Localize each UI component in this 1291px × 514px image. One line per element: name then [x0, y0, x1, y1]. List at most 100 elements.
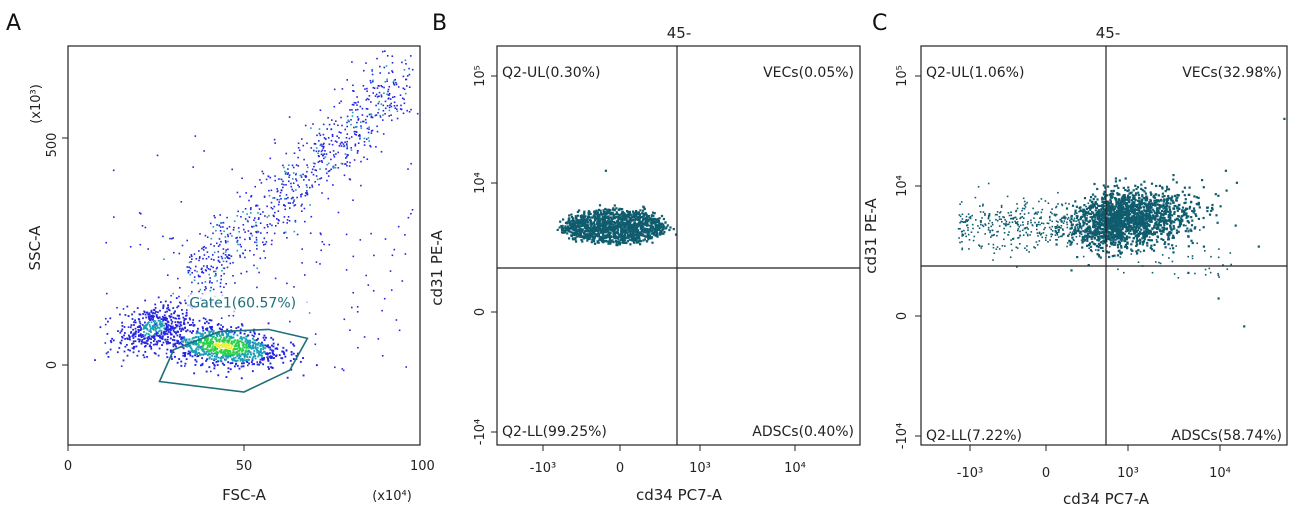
diagonal-stream-event — [212, 288, 215, 291]
cell-event — [621, 229, 624, 232]
scatter-event — [397, 225, 400, 228]
main-cluster-event — [281, 357, 284, 360]
cell-event — [1124, 223, 1127, 226]
diagonal-stream-event — [265, 241, 268, 243]
diagonal-stream-event — [208, 273, 210, 276]
scatter-event — [170, 237, 173, 240]
cell-event — [1141, 210, 1144, 213]
diagonal-stream-event — [273, 138, 276, 141]
main-cluster-event — [215, 339, 218, 342]
diagonal-stream-event — [284, 198, 286, 200]
tail-event — [1037, 223, 1039, 226]
main-cluster-event — [226, 355, 229, 358]
main-cluster-event — [194, 352, 197, 355]
diagonal-stream-event — [362, 85, 365, 87]
main-cluster-event — [231, 336, 234, 339]
diagonal-stream-event — [240, 272, 242, 275]
diagonal-stream-event — [282, 221, 285, 224]
tail-event — [1003, 223, 1005, 225]
cell-event — [625, 230, 628, 233]
diagonal-stream-event — [351, 103, 354, 106]
main-cluster-event — [257, 343, 259, 346]
main-cluster-event — [203, 342, 206, 345]
cell-event — [609, 235, 612, 238]
main-cluster-event — [202, 343, 205, 346]
cell-event — [1133, 226, 1136, 229]
main-cluster-event — [273, 353, 275, 356]
main-cluster-event — [285, 349, 288, 352]
scatter-event — [120, 365, 123, 367]
diagonal-stream-event — [391, 62, 394, 64]
left-cluster-event — [174, 310, 176, 313]
main-cluster-event — [236, 334, 239, 337]
main-cluster-event — [266, 353, 269, 356]
main-cluster-event — [246, 339, 249, 342]
tail-event — [969, 215, 972, 218]
left-cluster-event — [161, 336, 164, 339]
main-cluster-event — [226, 343, 229, 346]
cell-event — [1167, 188, 1171, 191]
diagonal-stream-event — [357, 118, 360, 120]
tail-event — [988, 214, 991, 217]
main-cluster-event — [178, 342, 180, 345]
tail-event — [984, 223, 986, 225]
scatter-event — [359, 239, 362, 241]
diagonal-stream-event — [387, 97, 390, 99]
left-cluster-event — [124, 338, 126, 340]
cell-event — [1143, 209, 1146, 212]
diagonal-stream-event — [268, 189, 270, 192]
cell-event — [618, 207, 621, 210]
tail-event — [1078, 210, 1080, 213]
diagonal-stream-event — [385, 65, 388, 67]
left-cluster-event — [123, 334, 125, 337]
left-cluster-event — [153, 352, 156, 354]
tail-event — [1042, 232, 1045, 234]
tail-event — [1055, 206, 1057, 209]
tail-event — [1089, 227, 1092, 229]
main-cluster-event — [236, 364, 239, 367]
tail-event — [1022, 197, 1025, 200]
diagonal-stream-event — [301, 193, 303, 195]
main-cluster-event — [235, 342, 238, 345]
cell-event — [1137, 226, 1141, 230]
diagonal-stream-event — [406, 85, 408, 87]
main-cluster-event — [229, 351, 232, 354]
left-cluster-event — [192, 319, 195, 321]
cell-event — [612, 207, 615, 210]
tail-event — [1067, 216, 1070, 219]
cell-event — [608, 218, 611, 221]
left-cluster-event — [147, 338, 150, 341]
diagonal-stream-event — [344, 141, 346, 143]
cell-event — [590, 225, 593, 228]
left-cluster-event — [183, 323, 186, 325]
diagonal-stream-event — [232, 275, 234, 277]
diagonal-stream-event — [224, 240, 227, 242]
main-cluster-event — [249, 331, 252, 334]
diagonal-stream-event — [206, 251, 209, 253]
main-cluster-event — [255, 347, 257, 350]
left-cluster-event — [132, 337, 135, 339]
left-cluster-event — [166, 307, 168, 310]
left-cluster-event — [150, 347, 153, 350]
cell-event — [1136, 252, 1139, 255]
diagonal-stream-event — [318, 160, 321, 162]
cell-event — [1095, 234, 1098, 237]
diagonal-stream-event — [333, 156, 336, 158]
left-cluster-event — [136, 326, 139, 328]
tail-event — [1068, 233, 1071, 235]
main-cluster-event — [208, 333, 211, 336]
main-cluster-event — [209, 353, 212, 356]
left-cluster-event — [201, 326, 204, 328]
left-cluster-event — [146, 327, 148, 330]
diagonal-stream-event — [306, 193, 309, 195]
main-cluster-event — [212, 362, 214, 364]
tail-event — [966, 224, 969, 226]
tail-event — [980, 247, 983, 249]
cell-event — [625, 214, 628, 217]
tail-event — [984, 214, 986, 216]
diagonal-stream-event — [340, 100, 342, 103]
diagonal-stream-event — [343, 145, 346, 147]
cell-event — [575, 222, 578, 225]
main-cluster-event — [254, 332, 256, 335]
tail-event — [996, 211, 999, 213]
